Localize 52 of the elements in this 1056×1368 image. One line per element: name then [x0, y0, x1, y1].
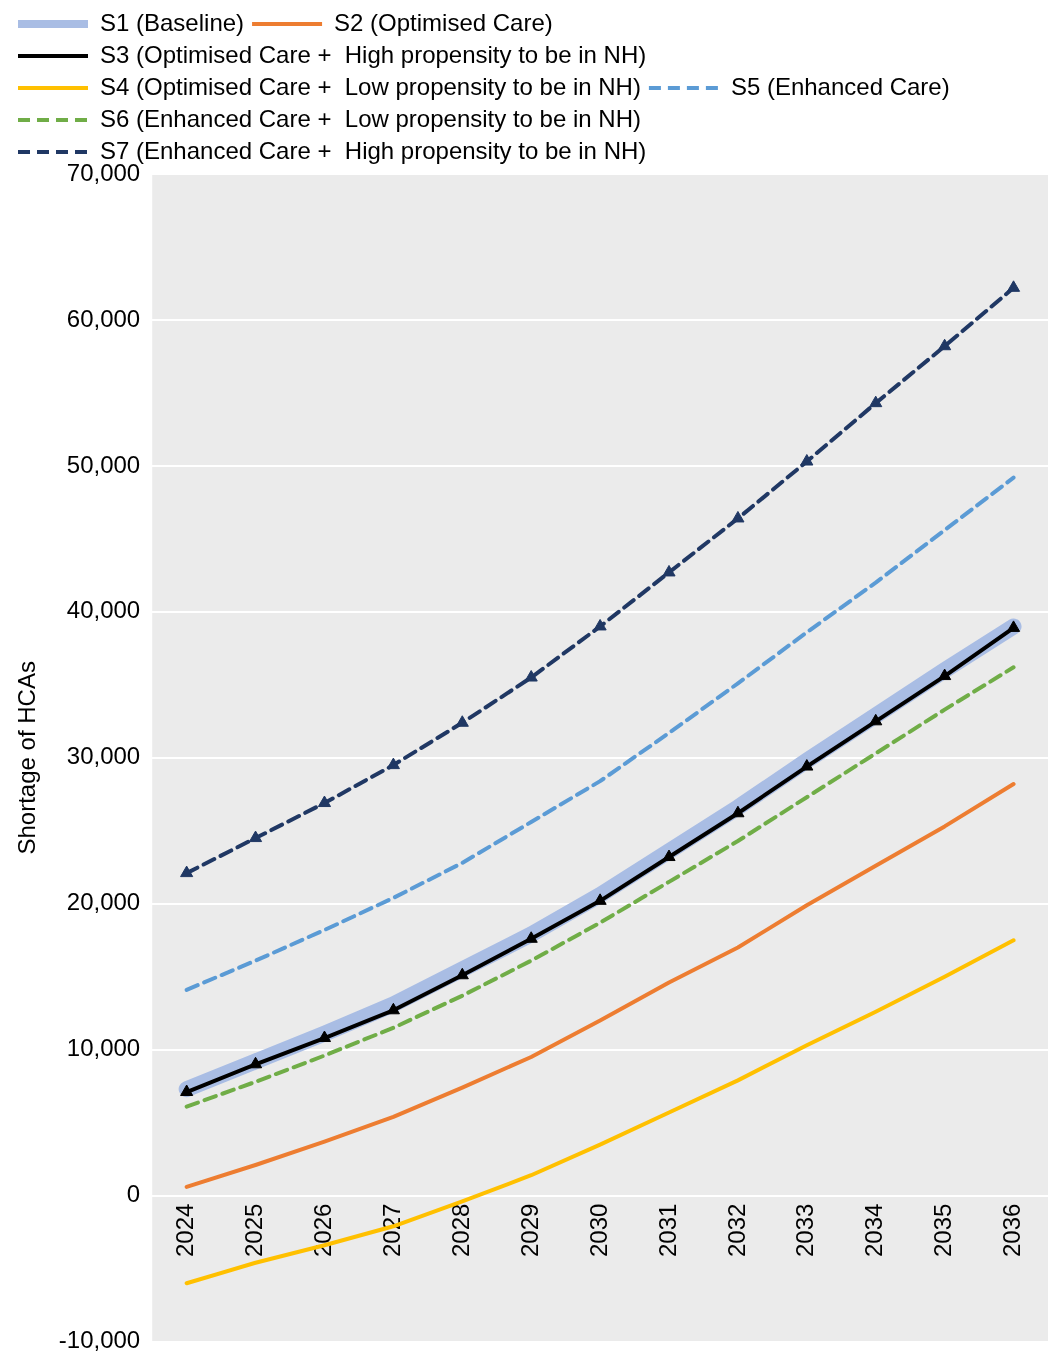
point: [524, 670, 538, 682]
point: [869, 713, 883, 726]
point: [662, 564, 676, 577]
point: [731, 805, 745, 818]
y-tick-label: -10,000: [58, 1326, 141, 1354]
point: [731, 510, 745, 523]
point: [386, 1002, 400, 1015]
point: [524, 931, 538, 943]
x-tick-label: 2025: [240, 1203, 268, 1258]
x-tick-label: 2033: [791, 1203, 819, 1258]
legend-label: S2 (Optimised Care): [334, 8, 553, 36]
legend-label: S3 (Optimised Care + High propensity to be in NH): [100, 40, 647, 68]
legend-label: S6 (Enhanced Care + Low propensity to be in NH): [100, 104, 641, 132]
point: [869, 395, 883, 408]
y-tick-label: 10,000: [66, 1034, 141, 1062]
legend-label: S4 (Optimised Care + Low propensity to be in NH): [100, 72, 641, 100]
x-tick-label: 2032: [722, 1203, 750, 1258]
point: [593, 893, 607, 905]
x-tick-label: 2034: [860, 1203, 888, 1258]
point: [938, 668, 952, 681]
x-tick-label: 2024: [171, 1203, 199, 1258]
point: [662, 849, 676, 862]
point: [317, 795, 332, 808]
legend-label: S5 (Enhanced Care): [730, 72, 950, 100]
y-tick-label: 0: [126, 1180, 141, 1208]
x-tick-label: 2029: [515, 1203, 543, 1258]
point: [455, 967, 469, 980]
point: [800, 759, 814, 771]
y-tick-label: 30,000: [66, 742, 141, 770]
point: [386, 757, 400, 770]
x-tick-label: 2036: [998, 1203, 1026, 1258]
y-tick-label: 60,000: [66, 304, 141, 332]
y-tick-label: 50,000: [66, 450, 141, 478]
point: [180, 1084, 194, 1097]
x-tick-label: 2035: [929, 1203, 957, 1258]
point: [800, 454, 814, 466]
x-tick-label: 2028: [446, 1203, 474, 1258]
point: [1006, 280, 1021, 292]
point: [249, 1056, 263, 1069]
line-series: [184, 475, 1016, 992]
point: [249, 830, 263, 843]
point: [455, 715, 469, 727]
point: [180, 865, 194, 878]
x-tick-label: 2031: [653, 1203, 681, 1258]
y-axis-title: Shortage of HCAs: [13, 661, 41, 855]
y-tick-label: 40,000: [66, 596, 141, 624]
y-tick-label: 20,000: [66, 888, 141, 916]
x-tick-label: 2030: [584, 1203, 612, 1258]
point: [593, 618, 607, 631]
legend-label: S1 (Baseline): [100, 8, 245, 36]
point: [938, 338, 952, 351]
point: [1006, 620, 1021, 632]
